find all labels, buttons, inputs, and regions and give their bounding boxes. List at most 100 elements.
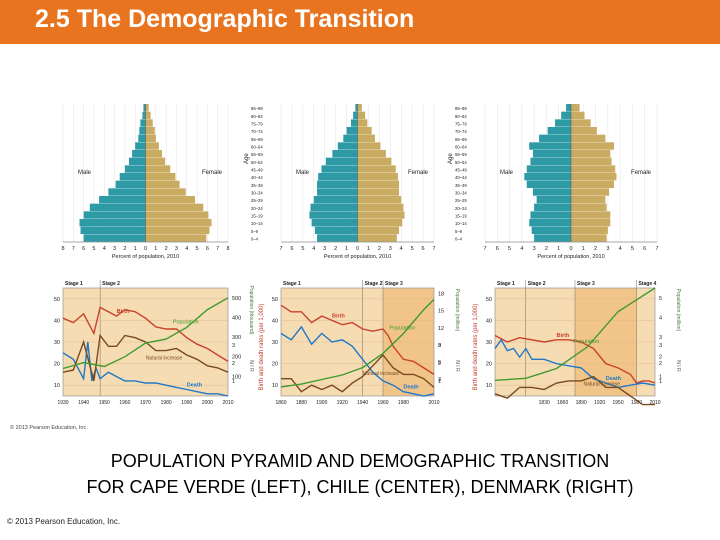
y-axis-title: Age xyxy=(244,153,250,164)
male-bar xyxy=(83,211,146,219)
x-tick-label: 1 xyxy=(557,246,560,252)
y2-tick-label: 3 xyxy=(438,377,441,383)
x-tick-label: 4 xyxy=(400,246,403,252)
y2-tick-label: 1 xyxy=(659,374,662,380)
y2-tick-label: 500 xyxy=(232,296,241,302)
x-tick-label: 1900 xyxy=(316,400,327,406)
male-bar xyxy=(310,203,358,212)
pyramid-chile: 0–4 5–9 10–14 15–19 20–24 25–29 30–34 35–39 40–4… xyxy=(244,104,436,260)
age-tick-label: 10–14 xyxy=(455,221,467,226)
male-bar xyxy=(561,111,571,120)
female-bar xyxy=(357,165,396,173)
x-tick-label: 1860 xyxy=(557,400,568,406)
series-line-death xyxy=(280,325,435,397)
x-tick-label: 1940 xyxy=(357,400,368,406)
stage-label: Stage 3 xyxy=(385,281,403,287)
age-tick-label: 70–74 xyxy=(251,129,263,134)
y-tick-label: 10 xyxy=(272,383,278,389)
x-tick-label: 6 xyxy=(643,246,646,252)
x-tick-label: 7 xyxy=(216,246,219,252)
female-bar xyxy=(145,111,151,120)
x-tick-label: 4 xyxy=(185,246,188,252)
y2-tick-label: 4 xyxy=(659,315,662,321)
male-bar xyxy=(534,203,571,212)
female-bar xyxy=(145,211,209,219)
female-bar xyxy=(145,180,180,189)
y-tick-label: 30 xyxy=(272,340,278,346)
female-bar xyxy=(357,134,375,143)
series-line-death xyxy=(494,338,656,389)
female-bar xyxy=(571,104,580,112)
x-tick-label: 0 xyxy=(356,246,359,252)
male-bar xyxy=(337,142,358,150)
age-tick-label: 45–49 xyxy=(251,168,263,173)
stage-label: Stage 4 xyxy=(639,281,657,287)
male-bar xyxy=(143,104,146,112)
female-bar xyxy=(357,226,400,235)
y-tick-label: 20 xyxy=(486,362,492,368)
x-tick-label: 3 xyxy=(533,246,536,252)
birth-label: Birth xyxy=(557,333,570,339)
transition-graph-chile: Stage 1 Stage 2 Stage 31020304050369121518… xyxy=(259,280,460,406)
x-tick-label: 1960 xyxy=(119,400,130,406)
y-tick-label: 50 xyxy=(272,297,278,303)
age-tick-label: 60–64 xyxy=(251,145,263,150)
x-tick-label: 4 xyxy=(103,246,106,252)
male-bar xyxy=(317,234,358,242)
age-tick-label: 35–39 xyxy=(251,183,263,188)
female-bar xyxy=(571,211,611,219)
age-tick-label: 5–9 xyxy=(251,229,259,234)
x-tick-label: 7 xyxy=(483,246,486,252)
female-bar xyxy=(357,157,392,166)
x-tick-label: 1 xyxy=(367,246,370,252)
legend-female: Female xyxy=(408,170,429,176)
age-tick-label: 15–19 xyxy=(455,214,467,219)
population-label: Population xyxy=(573,339,599,345)
female-bar xyxy=(145,150,162,158)
age-tick-label: 75–79 xyxy=(251,122,263,127)
x-tick-label: 7 xyxy=(279,246,282,252)
nir-tick-label: 1 xyxy=(659,379,662,385)
x-tick-label: 1 xyxy=(154,246,157,252)
age-tick-label: 70–74 xyxy=(455,129,467,134)
x-tick-label: 1890 xyxy=(576,400,587,406)
female-bar xyxy=(571,157,612,166)
x-tick-label: 3 xyxy=(175,246,178,252)
transition-graph-cape-verde: Stage 1 Stage 2 10 20 30 40 50 100 200 300 400 500 1… xyxy=(54,280,254,406)
age-tick-label: 10–14 xyxy=(251,221,263,226)
age-tick-label: 80–84 xyxy=(251,114,263,119)
x-tick-label: 2010 xyxy=(222,400,233,406)
y-axis-title: Birth and death rates (per 1,000) xyxy=(259,304,265,391)
x-tick-label: 2 xyxy=(378,246,381,252)
male-bar xyxy=(529,219,571,227)
male-bar xyxy=(531,226,571,235)
female-bar xyxy=(145,165,171,173)
figure-panel: 0–45–910–1415–1920–2425–2930–3435–3940–4… xyxy=(48,98,698,436)
female-bar xyxy=(357,127,372,135)
nir-axis-title: N I R xyxy=(248,360,254,372)
x-tick-label: 2 xyxy=(334,246,337,252)
pyramid-cape-verde: 0–45–910–1415–1920–2425–2930–3435–3940–4… xyxy=(61,104,230,260)
male-bar xyxy=(317,188,358,196)
female-bar xyxy=(145,203,204,212)
x-tick-label: 1920 xyxy=(594,400,605,406)
death-label: Death xyxy=(403,385,419,391)
female-bar xyxy=(357,173,398,181)
population-label: Population xyxy=(173,319,199,325)
birth-label: Birth xyxy=(117,309,130,315)
death-label: Death xyxy=(187,383,203,389)
x-tick-label: 1 xyxy=(345,246,348,252)
x-tick-label: 2010 xyxy=(649,400,660,406)
age-tick-label: 20–24 xyxy=(251,206,263,211)
x-tick-label: 1950 xyxy=(613,400,624,406)
male-bar xyxy=(526,180,571,189)
y2-tick-label: 400 xyxy=(232,315,241,321)
age-tick-label: 75–79 xyxy=(455,122,467,127)
y-tick-label: 50 xyxy=(486,297,492,303)
female-bar xyxy=(357,211,405,219)
y-tick-label: 20 xyxy=(272,362,278,368)
female-bar xyxy=(357,180,400,189)
nir-tick-label: 1 xyxy=(232,379,235,385)
age-tick-label: 0–4 xyxy=(251,237,259,242)
male-bar xyxy=(355,104,358,112)
